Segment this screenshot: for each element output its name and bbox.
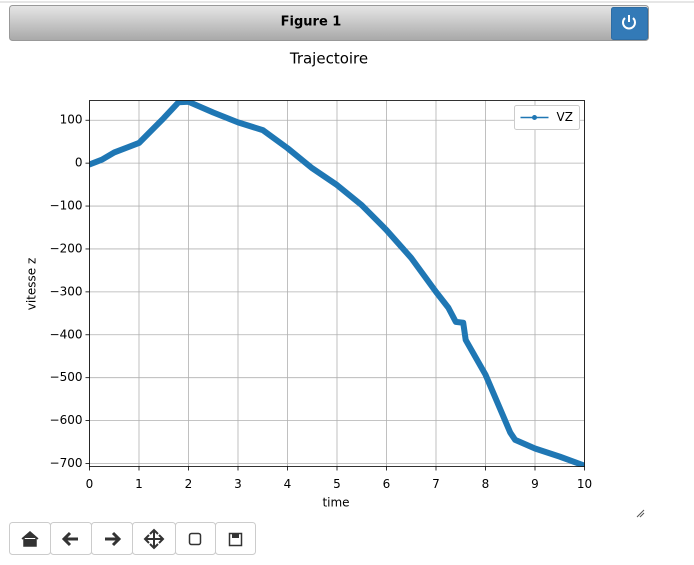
y-tick-label: −700: [50, 456, 83, 470]
close-button[interactable]: [611, 7, 648, 40]
pan-button[interactable]: [132, 522, 176, 555]
forward-button[interactable]: [91, 522, 133, 555]
y-tick-label: 0: [75, 156, 83, 170]
title-bar: [9, 5, 649, 41]
toolbar: [9, 522, 256, 555]
legend-marker: [532, 115, 537, 120]
home-button[interactable]: [9, 522, 51, 555]
y-tick-label: 100: [60, 113, 83, 127]
x-tick-label: 0: [86, 477, 94, 491]
y-tick-label: −600: [50, 413, 83, 427]
y-axis-label: vitesse z: [25, 258, 39, 311]
y-tick-label: −200: [50, 241, 83, 255]
x-tick-label: 5: [333, 477, 341, 491]
plot-area: 0 1 2 3 4 5 6 7 8 9 10 100 0 −100 −200 −300 −400 −500 −600…: [50, 100, 592, 491]
x-tick-label: 10: [577, 477, 592, 491]
y-tick-label: −500: [50, 370, 83, 384]
x-tick-label: 4: [284, 477, 292, 491]
zoom-button[interactable]: [175, 522, 216, 555]
x-axis-label: time: [322, 496, 349, 510]
x-tick-label: 8: [482, 477, 490, 491]
x-tick-label: 2: [185, 477, 193, 491]
resize-handle[interactable]: [636, 509, 645, 518]
y-tick-label: −300: [50, 284, 83, 298]
y-tick-label: −400: [50, 327, 83, 341]
data-line: [89, 100, 585, 467]
legend-label: VZ: [557, 110, 573, 124]
x-tick-label: 1: [135, 477, 143, 491]
y-tick-label: −100: [50, 199, 83, 213]
x-tick-label: 9: [531, 477, 539, 491]
save-button[interactable]: [215, 522, 256, 555]
axes-frame: [89, 100, 585, 467]
chart-title: Trajectoire: [289, 50, 368, 68]
back-button[interactable]: [50, 522, 92, 555]
x-tick-label: 7: [432, 477, 440, 491]
x-tick-label: 3: [234, 477, 242, 491]
x-tick-label: 6: [383, 477, 391, 491]
window-title: Figure 1: [281, 15, 342, 30]
